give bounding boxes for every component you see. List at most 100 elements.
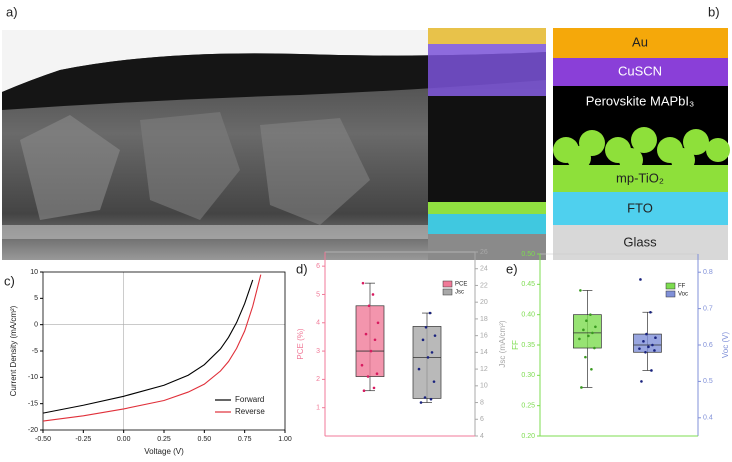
data-point (578, 337, 581, 341)
panel-label: e) (506, 261, 518, 276)
data-point (360, 363, 364, 367)
box (355, 305, 385, 377)
x-tick-label: 0.25 (157, 436, 171, 443)
data-point (419, 401, 423, 404)
y-tick-label: -10 (28, 374, 38, 381)
y-tick-label: 2 (316, 376, 320, 383)
y-tick-label: 0.35 (521, 342, 535, 349)
data-point (591, 331, 594, 335)
device-stack: Au CuSCN Perovskite MAPbI₃ mp-TiO₂ FTO G… (553, 28, 730, 260)
data-point (590, 367, 593, 371)
data-point (417, 367, 421, 371)
data-point (375, 372, 379, 376)
data-point (421, 338, 425, 342)
data-point (433, 334, 437, 337)
data-point (580, 386, 583, 389)
y2-tick-label: 0.7 (703, 305, 713, 312)
data-point (639, 278, 642, 281)
data-point (593, 346, 596, 350)
legend-swatch (442, 280, 453, 288)
y-tick-label: 1 (316, 405, 320, 412)
y2-tick-label: 12 (480, 366, 488, 373)
y-axis-label: Current Density (mA/cm²) (9, 305, 18, 396)
y-tick-label: 3 (316, 348, 320, 355)
y2-tick-label: 26 (480, 249, 488, 256)
y2-tick-label: 8 (480, 399, 484, 406)
data-point (587, 334, 590, 338)
y2-tick-label: 0.4 (703, 415, 713, 422)
y-axis-label: FF (511, 340, 520, 350)
box (573, 314, 602, 349)
layer-label: Glass (623, 234, 657, 249)
data-point (364, 332, 368, 336)
data-point (428, 311, 432, 315)
panel-label: a) (6, 4, 18, 19)
x-tick-label: -0.50 (35, 436, 51, 443)
y-tick-label: 0 (34, 322, 38, 329)
legend-swatch (665, 282, 676, 290)
data-point (429, 397, 433, 401)
data-point (649, 310, 652, 314)
layer-label: FTO (627, 200, 653, 215)
x-tick-label: 0.50 (198, 436, 212, 443)
data-point (372, 386, 376, 390)
y2-tick-label: 10 (480, 383, 488, 390)
layer-label: Au (632, 34, 648, 49)
legend-swatch (442, 288, 453, 296)
y2-tick-label: 20 (480, 299, 488, 306)
y2-tick-label: 18 (480, 316, 488, 323)
y2-tick-label: 16 (480, 332, 488, 339)
data-point (645, 332, 648, 336)
y-tick-label: 0.20 (521, 433, 535, 440)
y2-axis-label: Jsc (mA/cm²) (498, 320, 507, 367)
y-tick-label: -20 (28, 427, 38, 434)
data-point (653, 349, 656, 352)
y2-tick-label: 0.5 (703, 378, 713, 385)
data-point (373, 338, 377, 342)
data-point (589, 313, 592, 316)
data-point (432, 380, 436, 383)
series-line (42, 279, 254, 414)
y-tick-label: 0.45 (521, 281, 535, 288)
legend-label: PCE (455, 282, 467, 288)
data-point (642, 340, 645, 343)
data-point (361, 281, 365, 285)
y2-tick-label: 0.8 (703, 269, 713, 276)
legend-swatch (665, 290, 676, 298)
x-tick-label: 0.75 (238, 436, 252, 443)
data-point (430, 351, 434, 354)
y-tick-label: 0.40 (521, 312, 535, 319)
layer-label: mp-TiO₂ (616, 170, 664, 185)
legend-label: Reverse (235, 407, 265, 416)
x-axis-label: Voltage (V) (144, 447, 184, 456)
data-point (654, 336, 657, 340)
box (633, 333, 662, 353)
data-point (594, 325, 597, 329)
data-point (423, 396, 427, 399)
y2-tick-label: 22 (480, 282, 488, 289)
data-point (650, 369, 653, 372)
box (412, 326, 442, 399)
data-point (647, 345, 650, 349)
y-tick-label: -5 (32, 348, 38, 355)
data-point (367, 304, 371, 308)
y2-tick-label: 0.6 (703, 342, 713, 349)
data-point (638, 347, 641, 350)
data-point (376, 321, 380, 325)
plot-frame (324, 251, 476, 437)
sem-image (2, 28, 546, 260)
y2-tick-label: 14 (480, 349, 488, 356)
panel-label: b) (708, 4, 720, 19)
data-point (584, 355, 587, 359)
y-axis-label: PCE (%) (296, 328, 305, 359)
y2-tick-label: 6 (480, 416, 484, 423)
panel-label: c) (4, 273, 15, 288)
plot-frame (539, 253, 699, 437)
x-tick-label: 0.00 (117, 436, 131, 443)
data-point (366, 375, 370, 378)
data-point (585, 319, 588, 323)
y-tick-label: 0.50 (521, 251, 535, 258)
data-point (426, 356, 430, 359)
data-point (651, 343, 654, 347)
